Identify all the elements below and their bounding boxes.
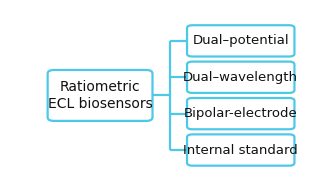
- FancyBboxPatch shape: [187, 62, 294, 93]
- Text: Bipolar-electrode: Bipolar-electrode: [184, 107, 298, 120]
- FancyBboxPatch shape: [187, 134, 294, 166]
- Text: Internal standard: Internal standard: [183, 143, 298, 156]
- Text: Ratiometric
ECL biosensors: Ratiometric ECL biosensors: [48, 80, 152, 111]
- FancyBboxPatch shape: [187, 25, 294, 57]
- Text: Dual–wavelength: Dual–wavelength: [183, 71, 298, 84]
- FancyBboxPatch shape: [48, 70, 152, 121]
- Text: Dual–potential: Dual–potential: [192, 34, 289, 47]
- FancyBboxPatch shape: [187, 98, 294, 129]
